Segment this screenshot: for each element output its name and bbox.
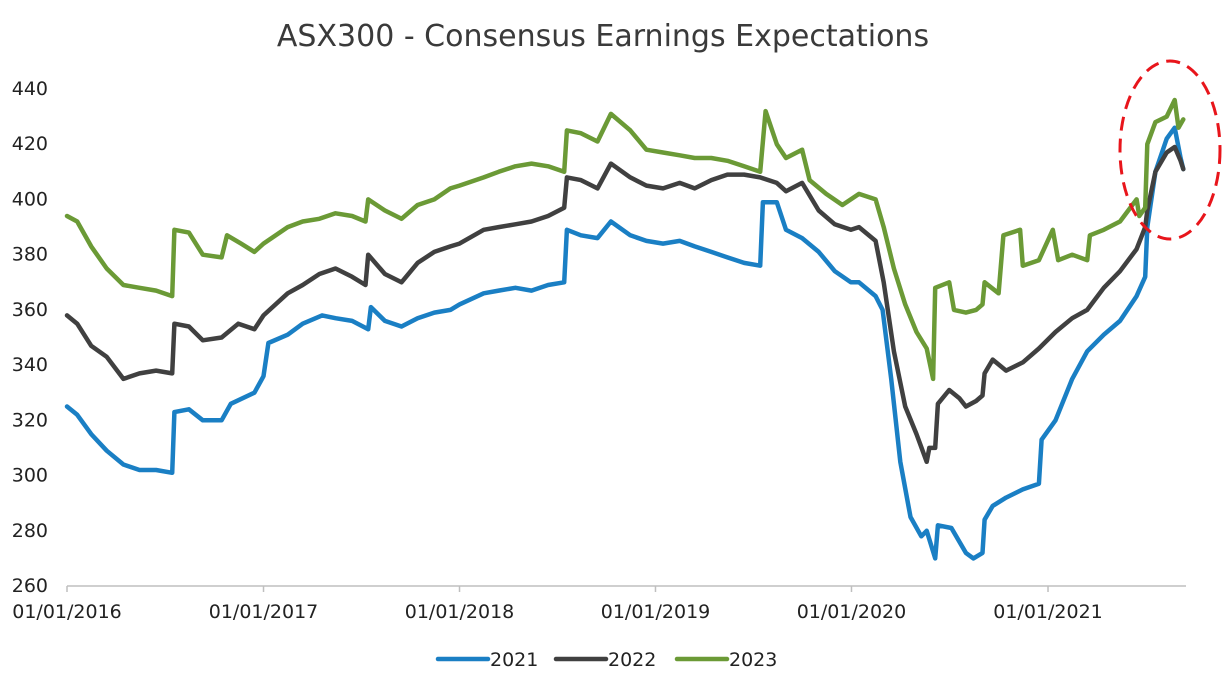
x-tick-label: 01/01/2017 — [209, 601, 319, 623]
y-tick-label: 420 — [12, 133, 48, 155]
series-line-2021 — [64, 125, 1186, 561]
legend-label-2022: 2022 — [608, 649, 656, 671]
series-line-2022 — [64, 144, 1186, 465]
x-tick-label: 01/01/2016 — [12, 601, 122, 623]
legend-label-2023: 2023 — [729, 649, 777, 671]
y-tick-label: 400 — [12, 188, 48, 210]
y-tick-label: 320 — [12, 409, 48, 431]
y-tick-label: 300 — [12, 465, 48, 487]
x-tick-label: 01/01/2018 — [405, 601, 515, 623]
highlight-ellipse — [1118, 59, 1222, 241]
y-tick-label: 380 — [12, 244, 48, 266]
y-tick-label: 340 — [12, 354, 48, 376]
chart-title: ASX300 - Consensus Earnings Expectations — [277, 19, 929, 54]
y-axis-ticks: 260 280 300 320 340 360 380 400 420 440 — [12, 78, 48, 597]
y-tick-label: 280 — [12, 520, 48, 542]
x-axis: 01/01/2016 01/01/2017 01/01/2018 01/01/2019… — [12, 585, 1186, 623]
x-tick-label: 01/01/2020 — [797, 601, 907, 623]
x-tick-label: 01/01/2019 — [601, 601, 711, 623]
legend: 2021 2022 2023 — [435, 649, 777, 671]
y-tick-label: 440 — [12, 78, 48, 100]
legend-label-2021: 2021 — [490, 649, 538, 671]
x-tick-label: 01/01/2021 — [993, 601, 1103, 623]
series-line-2023 — [64, 97, 1186, 382]
y-tick-label: 260 — [12, 575, 48, 597]
y-tick-label: 360 — [12, 299, 48, 321]
series-lines — [64, 97, 1186, 561]
